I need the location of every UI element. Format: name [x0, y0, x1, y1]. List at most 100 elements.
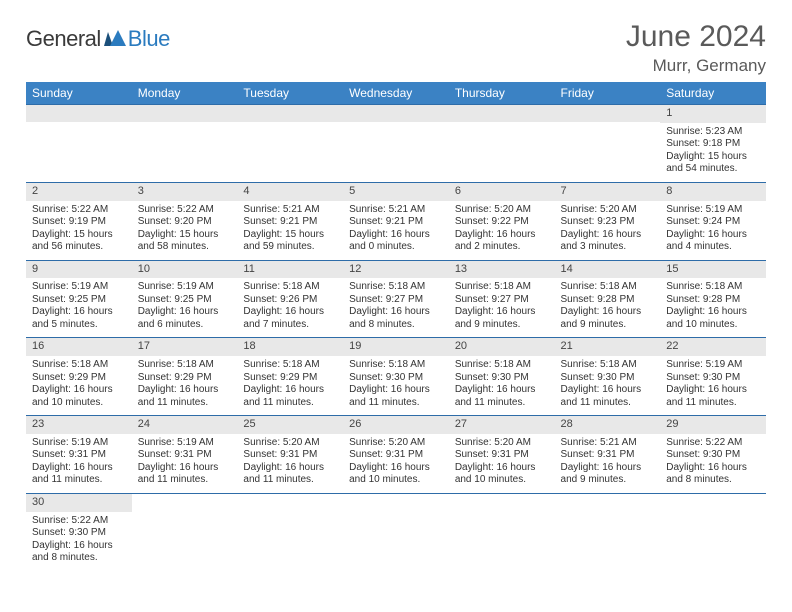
cell-body: Sunrise: 5:18 AMSunset: 9:30 PMDaylight:…: [343, 356, 449, 415]
date-number: 21: [555, 338, 661, 356]
location: Murr, Germany: [626, 56, 766, 76]
day-header: Tuesday: [237, 82, 343, 105]
sunset-text: Sunset: 9:27 PM: [455, 294, 549, 307]
header: General Blue June 2024 Murr, Germany: [26, 20, 766, 76]
daylight-text: and 9 minutes.: [455, 319, 549, 332]
date-number: 11: [237, 261, 343, 279]
daylight-text: Daylight: 16 hours: [349, 229, 443, 242]
date-number: 29: [660, 416, 766, 434]
sunset-text: Sunset: 9:30 PM: [561, 372, 655, 385]
calendar-cell: 27Sunrise: 5:20 AMSunset: 9:31 PMDayligh…: [449, 416, 555, 494]
date-number: 27: [449, 416, 555, 434]
sunset-text: Sunset: 9:31 PM: [138, 449, 232, 462]
calendar-row: 23Sunrise: 5:19 AMSunset: 9:31 PMDayligh…: [26, 416, 766, 494]
title-block: June 2024 Murr, Germany: [626, 20, 766, 76]
daylight-text: Daylight: 16 hours: [561, 462, 655, 475]
cell-body: Sunrise: 5:21 AMSunset: 9:31 PMDaylight:…: [555, 434, 661, 493]
calendar-cell: 19Sunrise: 5:18 AMSunset: 9:30 PMDayligh…: [343, 338, 449, 416]
calendar-cell: 20Sunrise: 5:18 AMSunset: 9:30 PMDayligh…: [449, 338, 555, 416]
daylight-text: and 9 minutes.: [561, 319, 655, 332]
calendar-cell: 29Sunrise: 5:22 AMSunset: 9:30 PMDayligh…: [660, 416, 766, 494]
sunrise-text: Sunrise: 5:18 AM: [455, 359, 549, 372]
cell-body: Sunrise: 5:18 AMSunset: 9:30 PMDaylight:…: [449, 356, 555, 415]
date-number: 26: [343, 416, 449, 434]
sunset-text: Sunset: 9:19 PM: [32, 216, 126, 229]
calendar-cell: 7Sunrise: 5:20 AMSunset: 9:23 PMDaylight…: [555, 182, 661, 260]
cell-body: Sunrise: 5:18 AMSunset: 9:28 PMDaylight:…: [660, 278, 766, 337]
cell-body: Sunrise: 5:22 AMSunset: 9:30 PMDaylight:…: [660, 434, 766, 493]
sunset-text: Sunset: 9:23 PM: [561, 216, 655, 229]
daylight-text: and 11 minutes.: [138, 397, 232, 410]
daylight-text: Daylight: 16 hours: [666, 229, 760, 242]
cell-body: Sunrise: 5:18 AMSunset: 9:29 PMDaylight:…: [26, 356, 132, 415]
sunrise-text: Sunrise: 5:18 AM: [561, 359, 655, 372]
daylight-text: and 0 minutes.: [349, 241, 443, 254]
daylight-text: and 2 minutes.: [455, 241, 549, 254]
daylight-text: Daylight: 15 hours: [243, 229, 337, 242]
date-number: 3: [132, 183, 238, 201]
sunset-text: Sunset: 9:29 PM: [243, 372, 337, 385]
cell-body: Sunrise: 5:18 AMSunset: 9:26 PMDaylight:…: [237, 278, 343, 337]
sunset-text: Sunset: 9:30 PM: [666, 372, 760, 385]
daylight-text: Daylight: 16 hours: [455, 384, 549, 397]
sunrise-text: Sunrise: 5:19 AM: [666, 204, 760, 217]
date-number: 20: [449, 338, 555, 356]
day-header: Wednesday: [343, 82, 449, 105]
daylight-text: Daylight: 15 hours: [32, 229, 126, 242]
daylight-text: Daylight: 16 hours: [32, 384, 126, 397]
daylight-text: and 8 minutes.: [32, 552, 126, 565]
calendar-row: 9Sunrise: 5:19 AMSunset: 9:25 PMDaylight…: [26, 260, 766, 338]
cell-body: Sunrise: 5:18 AMSunset: 9:29 PMDaylight:…: [132, 356, 238, 415]
date-number: 23: [26, 416, 132, 434]
sunrise-text: Sunrise: 5:18 AM: [243, 359, 337, 372]
calendar-cell: 5Sunrise: 5:21 AMSunset: 9:21 PMDaylight…: [343, 182, 449, 260]
calendar-cell: 8Sunrise: 5:19 AMSunset: 9:24 PMDaylight…: [660, 182, 766, 260]
date-number: [343, 494, 449, 511]
sunrise-text: Sunrise: 5:21 AM: [349, 204, 443, 217]
daylight-text: and 11 minutes.: [32, 474, 126, 487]
day-header: Friday: [555, 82, 661, 105]
daylight-text: and 11 minutes.: [243, 397, 337, 410]
sunrise-text: Sunrise: 5:19 AM: [666, 359, 760, 372]
date-number: 2: [26, 183, 132, 201]
daylight-text: and 11 minutes.: [666, 397, 760, 410]
calendar-cell: 2Sunrise: 5:22 AMSunset: 9:19 PMDaylight…: [26, 182, 132, 260]
daylight-text: Daylight: 16 hours: [561, 229, 655, 242]
sunset-text: Sunset: 9:28 PM: [561, 294, 655, 307]
calendar-cell: 24Sunrise: 5:19 AMSunset: 9:31 PMDayligh…: [132, 416, 238, 494]
flag-icon: [104, 30, 126, 46]
sunrise-text: Sunrise: 5:19 AM: [32, 281, 126, 294]
calendar-cell: [26, 105, 132, 183]
daylight-text: and 7 minutes.: [243, 319, 337, 332]
sunset-text: Sunset: 9:31 PM: [243, 449, 337, 462]
date-number: 10: [132, 261, 238, 279]
date-number: [237, 105, 343, 122]
calendar-cell: 1Sunrise: 5:23 AMSunset: 9:18 PMDaylight…: [660, 105, 766, 183]
cell-body: Sunrise: 5:19 AMSunset: 9:31 PMDaylight:…: [26, 434, 132, 493]
sunset-text: Sunset: 9:21 PM: [349, 216, 443, 229]
cell-body: Sunrise: 5:21 AMSunset: 9:21 PMDaylight:…: [343, 201, 449, 260]
date-number: [26, 105, 132, 122]
day-header: Monday: [132, 82, 238, 105]
daylight-text: and 9 minutes.: [561, 474, 655, 487]
daylight-text: and 11 minutes.: [455, 397, 549, 410]
sunrise-text: Sunrise: 5:19 AM: [32, 437, 126, 450]
daylight-text: and 10 minutes.: [349, 474, 443, 487]
sunset-text: Sunset: 9:27 PM: [349, 294, 443, 307]
date-number: [660, 494, 766, 511]
sunset-text: Sunset: 9:26 PM: [243, 294, 337, 307]
day-header-row: Sunday Monday Tuesday Wednesday Thursday…: [26, 82, 766, 105]
date-number: 14: [555, 261, 661, 279]
cell-body: Sunrise: 5:22 AMSunset: 9:19 PMDaylight:…: [26, 201, 132, 260]
calendar-cell: 16Sunrise: 5:18 AMSunset: 9:29 PMDayligh…: [26, 338, 132, 416]
daylight-text: Daylight: 16 hours: [243, 462, 337, 475]
calendar-cell: 11Sunrise: 5:18 AMSunset: 9:26 PMDayligh…: [237, 260, 343, 338]
daylight-text: Daylight: 16 hours: [455, 462, 549, 475]
daylight-text: and 10 minutes.: [455, 474, 549, 487]
daylight-text: and 11 minutes.: [243, 474, 337, 487]
sunset-text: Sunset: 9:29 PM: [138, 372, 232, 385]
daylight-text: Daylight: 16 hours: [32, 540, 126, 553]
sunset-text: Sunset: 9:31 PM: [349, 449, 443, 462]
cell-body: Sunrise: 5:20 AMSunset: 9:22 PMDaylight:…: [449, 201, 555, 260]
calendar-cell: [132, 105, 238, 183]
